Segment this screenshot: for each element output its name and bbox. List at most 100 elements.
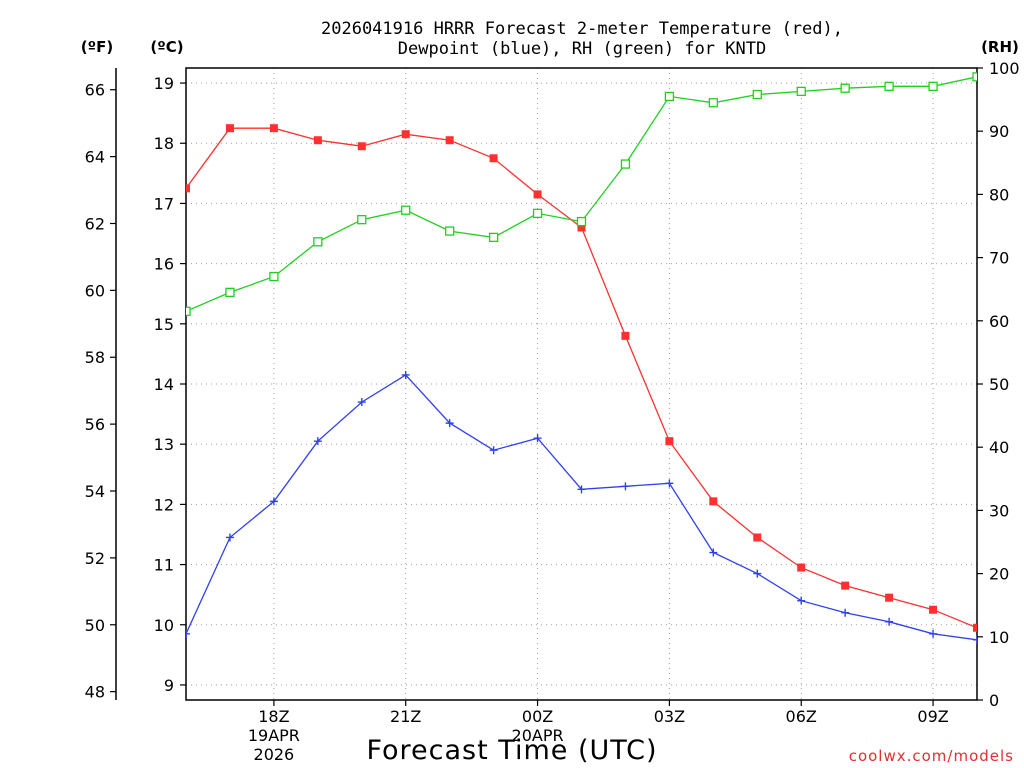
dewpoint-point [313,437,322,446]
fahrenheit-tick-label: 48 [85,683,105,702]
dewpoint-point [577,485,586,494]
rh-unit-label: (RH) [981,38,1019,56]
rh-point [186,306,191,316]
celsius-tick-label: 9 [164,676,174,695]
rh-point [620,159,631,169]
temperature-point [885,593,894,602]
temperature-point [753,533,762,542]
rh-tick-label: 50 [989,375,1009,394]
dewpoint-point [621,482,630,491]
rh-point [708,98,718,108]
chart-title-line1: 2026041916 HRRR Forecast 2-meter Tempera… [321,19,843,39]
x-axis-title: Forecast Time (UTC) [366,735,657,766]
x-tick-label: 09Z [917,707,948,726]
x-tick-label: 06Z [786,707,817,726]
series-group [186,72,977,644]
rh-tick-label: 90 [989,122,1009,141]
temperature-point [709,497,718,506]
temperature-point [841,581,850,590]
fahrenheit-tick-label: 66 [85,81,105,100]
chart-title-line2: Dewpoint (blue), RH (green) for KNTD [398,39,766,59]
rh-tick-label: 30 [989,501,1009,520]
dewpoint-point [841,608,850,617]
rh-point [269,271,279,282]
rh-tick-label: 0 [989,691,999,710]
temperature-point [973,623,977,632]
fahrenheit-tick-label: 58 [85,348,105,367]
x-tick-label: 00Z [522,707,553,726]
rh-point [445,226,455,236]
series-layer [186,72,977,644]
rh-tick-label: 100 [989,59,1020,78]
celsius-tick-label: 10 [154,616,174,635]
fahrenheit-tick-label: 56 [85,415,105,434]
x-tick-year-label: 2026 [254,745,295,764]
rh-point [752,89,762,100]
celsius-unit-label: (ºC) [150,38,183,56]
temperature-point [313,136,322,145]
rh-point [225,287,235,298]
fahrenheit-tick-label: 50 [85,616,105,635]
temperature-point [621,331,630,340]
dewpoint-point [225,533,234,542]
celsius-tick-label: 14 [154,375,174,394]
dewpoint-line [186,374,977,641]
dewpoint-point [885,617,894,626]
x-tick-label: 18Z [258,707,289,726]
dewpoint-point [401,370,410,379]
temperature-point [269,124,278,133]
celsius-tick-label: 19 [154,74,174,93]
temperature-point [225,124,234,133]
rh-point [664,91,675,102]
dewpoint-point [929,629,938,638]
celsius-tick-label: 13 [154,435,174,454]
temperature-point [445,136,454,145]
rh-point [401,205,411,215]
rh-point [928,81,938,91]
temperature-point [489,154,498,163]
temperature-point [186,184,190,193]
dewpoint-point [186,629,190,638]
celsius-tick-label: 17 [154,194,174,213]
temperature-point [533,190,542,199]
rh-tick-label: 60 [989,312,1009,331]
rh-point [532,208,543,219]
rh-point [972,72,977,82]
fahrenheit-tick-label: 60 [85,281,105,300]
dewpoint-point [533,434,542,443]
x-tick-date-label: 20APR [512,726,564,745]
celsius-tick-label: 12 [154,495,174,514]
celsius-tick-label: 18 [154,134,174,153]
x-tick-label: 21Z [390,707,421,726]
dewpoint-point [709,548,718,557]
dewpoint-point [489,446,498,455]
dewpoint-point [445,419,454,428]
rh-tick-label: 40 [989,438,1009,457]
dewpoint-point [797,596,806,605]
grid-lines [186,68,977,700]
rh-point [576,216,587,227]
temperature-point [401,130,410,139]
celsius-tick-label: 15 [154,315,174,334]
rh-tick-label: 10 [989,628,1009,647]
temperature-point [577,223,586,232]
rh-point [884,81,894,91]
dewpoint-point [269,497,278,506]
rh-tick-label: 80 [989,185,1009,204]
rh-tick-label: 20 [989,565,1009,584]
dewpoint-point [665,479,674,488]
celsius-tick-label: 11 [154,556,174,575]
fahrenheit-tick-label: 54 [85,482,105,501]
fahrenheit-unit-label: (ºF) [81,38,113,56]
rh-point [313,237,323,247]
temperature-point [929,605,938,614]
x-tick-label: 03Z [654,707,685,726]
rh-line [186,76,977,312]
celsius-tick-label: 16 [154,255,174,274]
rh-point [796,86,806,97]
rh-point [488,232,499,243]
dewpoint-point [357,398,366,407]
credit-link[interactable]: coolwx.com/models [849,747,1014,765]
rh-point [840,83,850,93]
